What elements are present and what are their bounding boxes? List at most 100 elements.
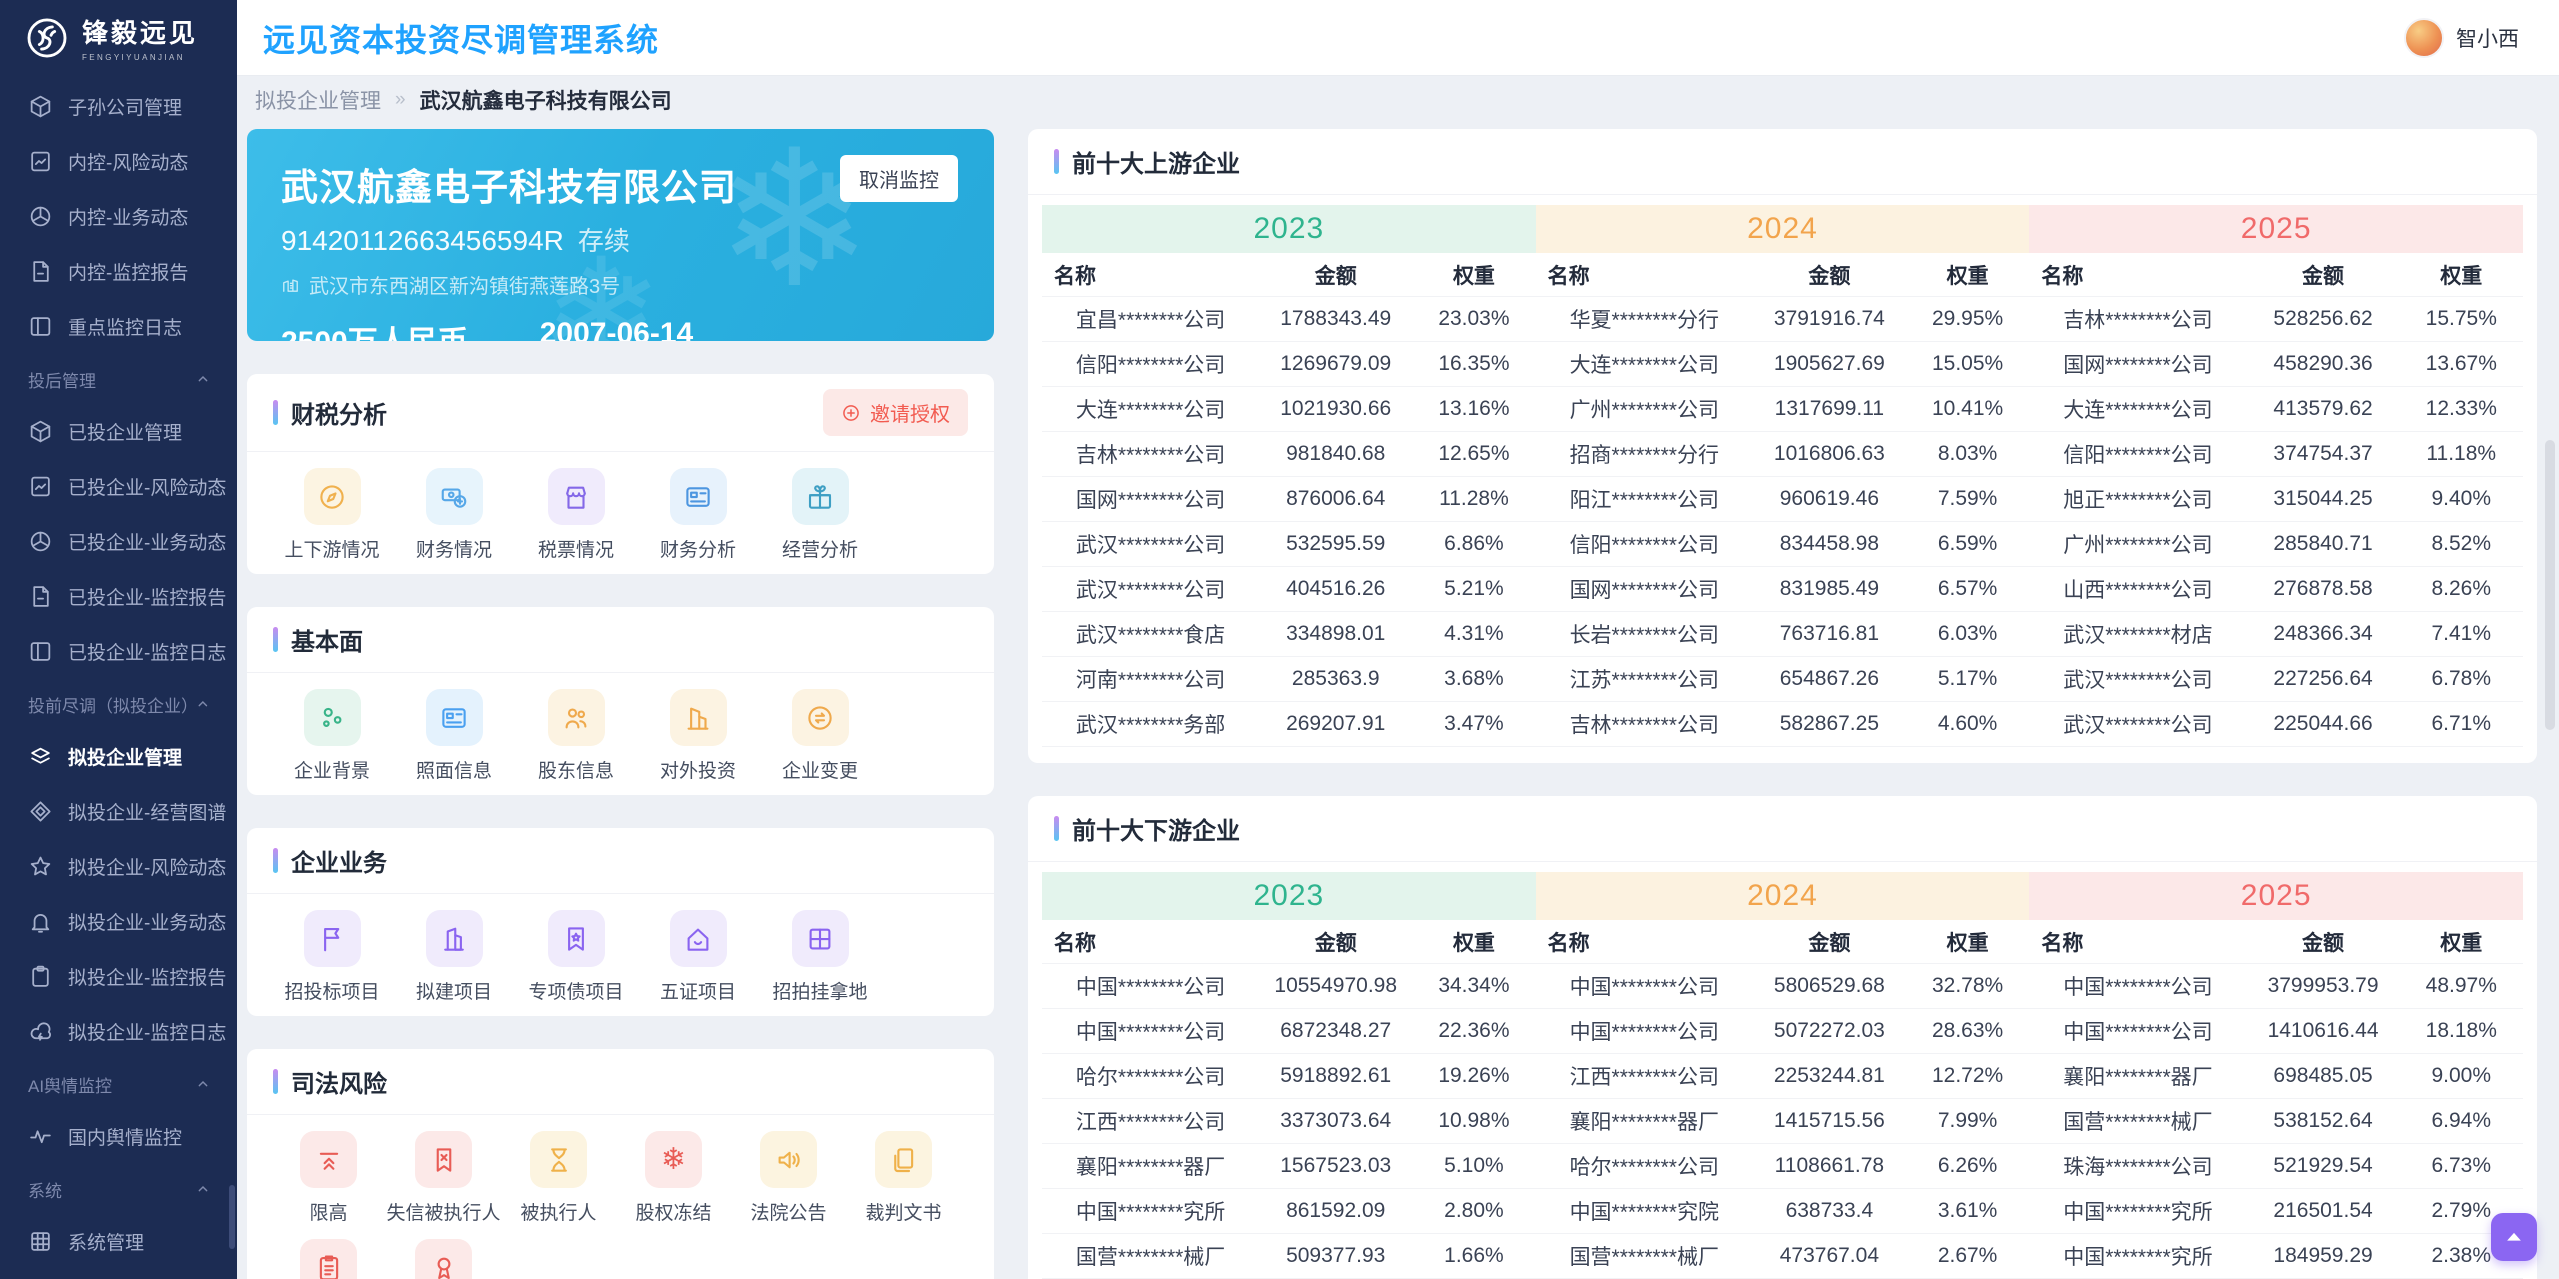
feature-item[interactable]: 裁判文书 [846, 1131, 961, 1225]
year-column-2024: 名称 金额 权重 华夏********分行 3791916.74 [1535, 253, 2030, 747]
user-name: 智小西 [2456, 27, 2519, 51]
scroll-to-top-button[interactable] [2491, 1213, 2537, 1261]
table-row: 大连********公司 1905627.69 15.05% [1535, 342, 2030, 387]
sidebar-item[interactable]: 拟投企业-经营图谱 [0, 784, 237, 839]
file-icon [28, 259, 53, 284]
table-row: 中国********公司 3799953.79 48.97% [2029, 964, 2523, 1009]
feature-item[interactable]: 法院公告 [731, 1131, 846, 1225]
table-row: 中国********究所 184959.29 2.38% [2029, 1234, 2523, 1279]
sidebar-item[interactable]: 系统管理 [0, 1214, 237, 1269]
bookmark-star-icon [547, 910, 605, 967]
app-logo[interactable]: 锋毅远见 FENGYIYUANJIAN [0, 0, 237, 75]
breadcrumb: 拟投企业管理 » 武汉航鑫电子科技有限公司 [255, 87, 2537, 113]
window-grid-icon [791, 910, 849, 967]
breadcrumb-separator: » [395, 89, 406, 110]
sidebar-item[interactable]: 拟投企业-风险动态 [0, 839, 237, 894]
sidebar-item[interactable]: 已投企业管理 [0, 404, 237, 459]
feature-item[interactable]: 拟建项目 [393, 910, 515, 1004]
sidebar-item[interactable]: 内控-风险动态 [0, 134, 237, 189]
table-row: 吉林********公司 981840.68 12.65% [1042, 432, 1536, 477]
section-label: AI舆情监控 [28, 1076, 113, 1096]
columns-icon [28, 639, 53, 664]
table-row: 江西********公司 3373073.64 10.98% [1042, 1099, 1536, 1144]
table-row: 哈尔********公司 1108661.78 6.26% [1535, 1144, 2030, 1189]
feature-item[interactable]: 被执行人 [501, 1131, 616, 1225]
feature-item[interactable]: 企业背景 [271, 689, 393, 783]
sidebar-item[interactable]: 子孙公司管理 [0, 79, 237, 134]
feature-item[interactable]: 税票情况 [515, 468, 637, 562]
table-row: 广州********公司 1317699.11 10.41% [1535, 387, 2030, 432]
feature-item[interactable]: 限高 [271, 1131, 386, 1225]
section-title: 企业业务 [273, 843, 387, 878]
table-row: 武汉********公司 225044.66 6.71% [2029, 702, 2523, 747]
table-row: 华夏********分行 3791916.74 29.95% [1535, 297, 2030, 342]
feature-item[interactable]: 招投标项目 [271, 910, 393, 1004]
table-row: 大连********公司 413579.62 12.33% [2029, 387, 2523, 432]
house-icon [669, 910, 727, 967]
table-row: 中国********究院 638733.4 3.61% [1535, 1189, 2030, 1234]
feature-item[interactable]: 企业变更 [759, 689, 881, 783]
table-row: 中国********公司 5806529.68 32.78% [1535, 964, 2030, 1009]
feature-item[interactable]: 股东信息 [515, 689, 637, 783]
cube-icon [28, 419, 53, 444]
diamond-icon [28, 799, 53, 824]
table-row: 信阳********公司 374754.37 11.18% [2029, 432, 2523, 477]
sidebar-item[interactable]: 拟投企业-监控日志 [0, 1004, 237, 1059]
speaker-icon [760, 1131, 817, 1188]
feature-item[interactable]: 经营分析 [759, 468, 881, 562]
feature-item[interactable]: 开庭公告 [271, 1239, 386, 1279]
people-icon [547, 689, 605, 746]
section-title: 司法风险 [273, 1064, 387, 1099]
snowflake-icon: ❄ [645, 1131, 702, 1188]
sidebar-item[interactable]: 重点监控日志 [0, 299, 237, 354]
feature-item[interactable]: 专项债项目 [515, 910, 637, 1004]
sidebar-menu: 子孙公司管理 内控-风险动态 内控-业务动态 内控-监控报告 [0, 75, 237, 1269]
feature-item[interactable]: 招拍挂拿地 [759, 910, 881, 1004]
tablet-icon [875, 1131, 932, 1188]
company-reg-no: 91420112663456594R [281, 225, 564, 256]
sidebar-item[interactable]: 已投企业-风险动态 [0, 459, 237, 514]
sidebar-section-system[interactable]: 系统 [0, 1164, 237, 1214]
avatar[interactable] [2404, 17, 2444, 58]
sidebar-item[interactable]: 国内舆情监控 [0, 1109, 237, 1164]
table-row: 山西********公司 276878.58 8.26% [2029, 567, 2523, 612]
invite-auth-button[interactable]: 邀请授权 [823, 389, 968, 436]
table-row: 武汉********材店 248366.34 7.41% [2029, 612, 2523, 657]
breadcrumb-current: 武汉航鑫电子科技有限公司 [419, 90, 672, 113]
sidebar-section-ai-sentiment[interactable]: AI舆情监控 [0, 1059, 237, 1109]
sidebar-item[interactable]: 拟投企业-业务动态 [0, 894, 237, 949]
sidebar-item[interactable]: 已投企业-监控报告 [0, 569, 237, 624]
cancel-monitor-button[interactable]: 取消监控 [840, 155, 958, 202]
feature-item[interactable]: 失信被执行人 [386, 1131, 501, 1225]
hourglass-icon [530, 1131, 587, 1188]
pinwheel-icon [28, 204, 53, 229]
sidebar-item[interactable]: 已投企业-业务动态 [0, 514, 237, 569]
feature-item[interactable]: 财务分析 [637, 468, 759, 562]
feature-item[interactable]: ❄ 股权冻结 [616, 1131, 731, 1225]
table-row: 国网********公司 831985.49 6.57% [1535, 567, 2030, 612]
table-row: 国营********械厂 538152.64 6.94% [2029, 1099, 2523, 1144]
page-scrollbar[interactable] [2545, 440, 2555, 730]
user-menu[interactable]: 智小西 [2404, 17, 2519, 58]
sidebar-item[interactable]: 内控-监控报告 [0, 244, 237, 299]
sidebar-item[interactable]: 拟投企业-监控报告 [0, 949, 237, 1004]
feature-item[interactable]: 对外投资 [637, 689, 759, 783]
star-icon [28, 854, 53, 879]
feature-item[interactable]: 上下游情况 [271, 468, 393, 562]
feature-item[interactable]: 财务情况 [393, 468, 515, 562]
table-row: 河南********公司 285363.9 3.68% [1042, 657, 1536, 702]
section-title: 基本面 [273, 622, 363, 657]
sidebar-section-preinvest[interactable]: 投前尽调（拟投企业） [0, 679, 237, 729]
sidebar-item[interactable]: 已投企业-监控日志 [0, 624, 237, 679]
breadcrumb-section[interactable]: 拟投企业管理 [255, 90, 381, 113]
sidebar-section-postinvest[interactable]: 投后管理 [0, 354, 237, 404]
feature-item[interactable]: 破产案件 [386, 1239, 501, 1279]
sidebar-item[interactable]: 拟投企业管理 [0, 729, 237, 784]
feature-item[interactable]: 五证项目 [637, 910, 759, 1004]
sidebar-item[interactable]: 内控-业务动态 [0, 189, 237, 244]
year-column-2023: 名称 金额 权重 宜昌********公司 1788343.49 [1042, 253, 1536, 747]
sidebar-scrollbar[interactable] [229, 1185, 235, 1249]
bell-icon [28, 909, 53, 934]
feature-item[interactable]: 照面信息 [393, 689, 515, 783]
year-column-2025: 名称 金额 权重 吉林********公司 528256.62 [2029, 253, 2523, 747]
